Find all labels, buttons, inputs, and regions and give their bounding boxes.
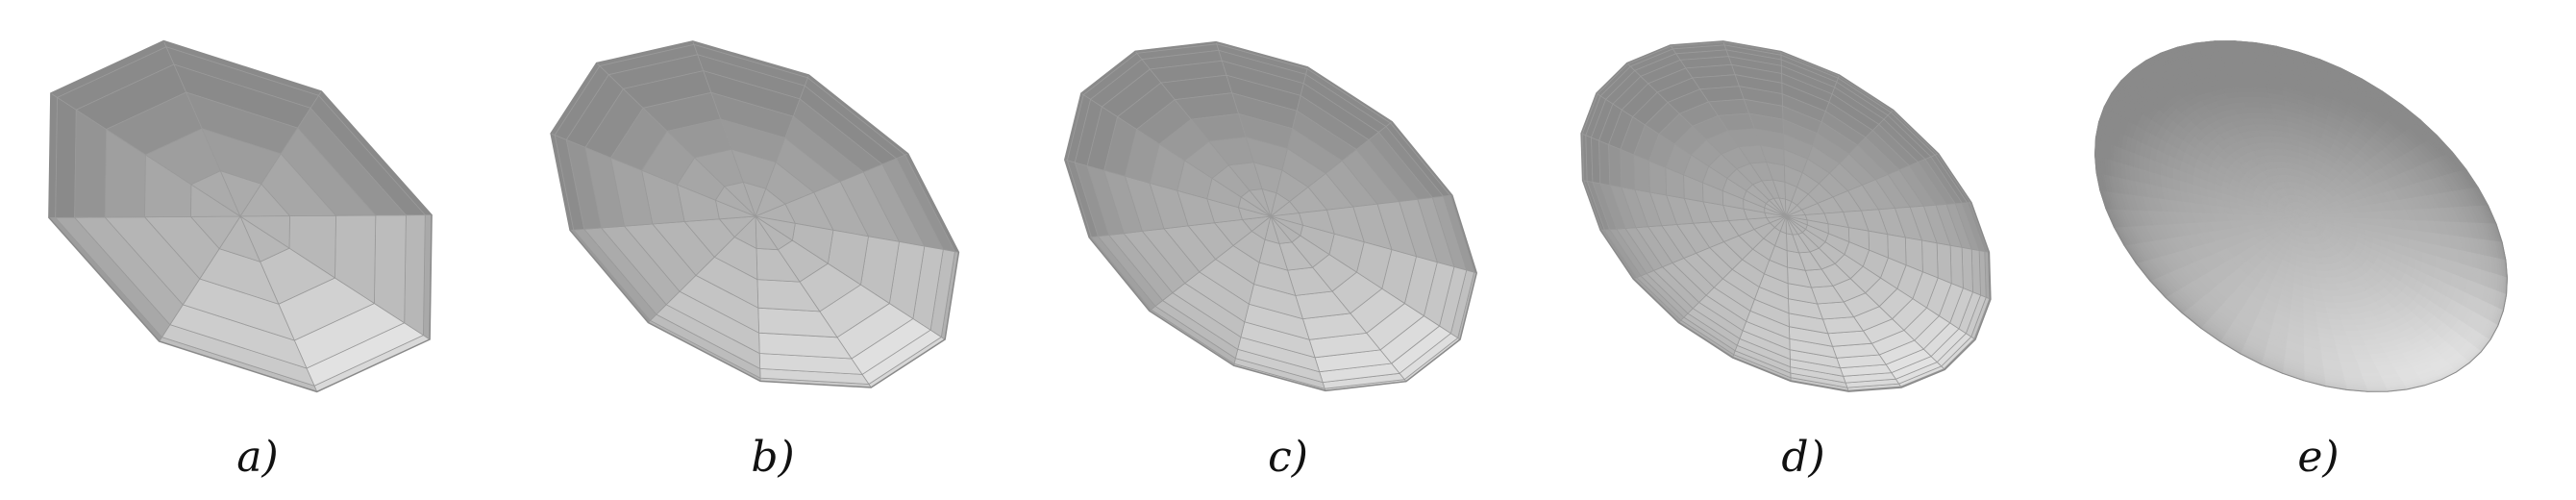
panel-label-a: a) xyxy=(236,433,279,482)
panel-e: e) xyxy=(2061,0,2576,500)
ellipsoid-silhouette xyxy=(2094,40,2508,392)
panel-label-b: b) xyxy=(751,433,795,482)
ellipsoid-mesh-c xyxy=(1064,40,1477,392)
ellipsoid-mesh-e xyxy=(2093,40,2508,392)
ellipsoid-silhouette xyxy=(48,39,433,393)
ellipsoid-mesh-d xyxy=(1580,40,1992,392)
mesh-facet xyxy=(1961,246,1973,293)
mesh-facet xyxy=(2237,87,2255,93)
panel-a: a) xyxy=(0,0,515,500)
ellipsoid-mesh-a xyxy=(48,39,433,393)
mesh-facet xyxy=(2349,344,2367,351)
panel-d: d) xyxy=(1546,0,2061,500)
mesh-facet xyxy=(2242,96,2259,104)
mesh-facet xyxy=(1270,215,1303,237)
mesh-facet xyxy=(404,214,426,337)
mesh-facet xyxy=(239,215,290,249)
mesh-facet xyxy=(2232,78,2251,85)
mesh-facet xyxy=(1936,242,1952,285)
mesh-facet xyxy=(2239,91,2257,99)
mesh-facet xyxy=(1608,143,1622,188)
mesh-facet xyxy=(2343,329,2361,337)
mesh-facet xyxy=(373,214,407,324)
ellipsoid-silhouette xyxy=(1580,40,1992,392)
mesh-facet xyxy=(1598,139,1611,187)
mesh-facet xyxy=(755,215,796,241)
mesh-facet xyxy=(2345,335,2364,341)
panel-label-e: e) xyxy=(2297,433,2340,482)
ellipsoid-mesh-b xyxy=(550,40,960,388)
ellipsoid-silhouette xyxy=(550,40,960,388)
ellipsoid-silhouette xyxy=(1064,40,1477,392)
mesh-facet xyxy=(55,97,77,218)
panel-label-d: d) xyxy=(1781,433,1825,482)
mesh-facet xyxy=(2347,339,2365,346)
panel-b: b) xyxy=(515,0,1030,500)
mesh-facet xyxy=(2235,82,2253,88)
mesh-facet xyxy=(1949,244,1964,289)
mesh-facet xyxy=(1785,215,1808,230)
mesh-facet xyxy=(1620,148,1636,190)
mesh-facet xyxy=(2300,215,2310,222)
panel-c: c) xyxy=(1030,0,1546,500)
panel-label-c: c) xyxy=(1268,433,1308,482)
mesh-facet xyxy=(2351,348,2370,355)
